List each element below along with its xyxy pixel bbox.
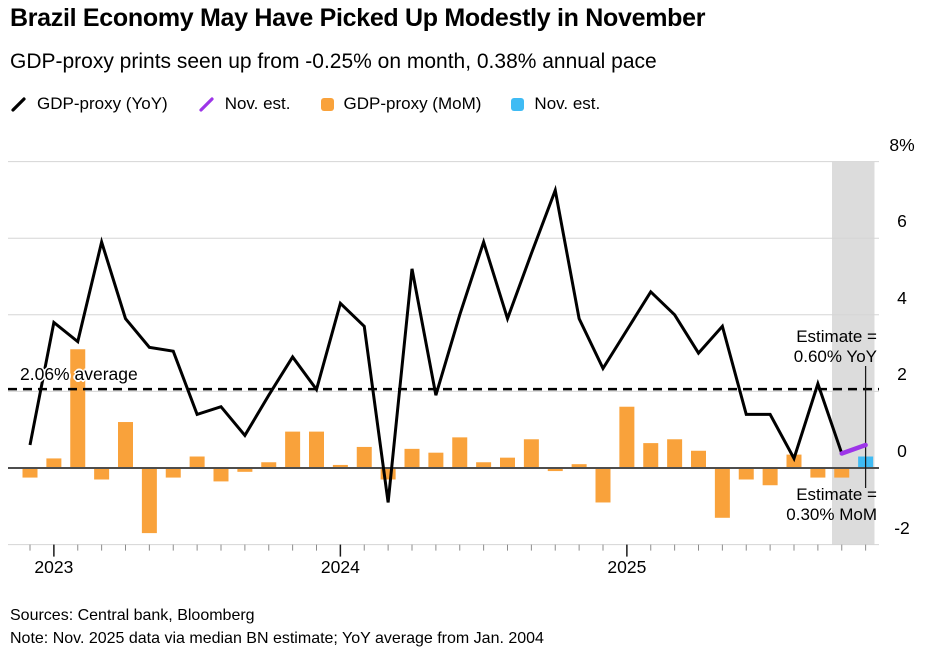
legend-item-nov-est-yoy: Nov. est. (198, 94, 291, 114)
y-axis-label: 4 (897, 287, 907, 308)
page-subtitle: GDP-proxy prints seen up from -0.25% on … (10, 50, 657, 73)
legend-label: Nov. est. (534, 94, 601, 113)
black-slash-icon (11, 96, 26, 112)
yoy-estimate-annotation: Estimate = 0.60% YoY (690, 327, 877, 366)
blue-square-icon (511, 97, 525, 111)
orange-square-icon (320, 97, 334, 111)
x-axis-year-label: 2024 (320, 557, 360, 577)
sources-text: Sources: Central bank, Bloomberg (10, 607, 255, 624)
legend-label: GDP-proxy (MoM) (343, 94, 482, 113)
legend-item-mom: GDP-proxy (MoM) (320, 94, 482, 114)
x-axis-year-label: 2025 (607, 557, 647, 577)
purple-slash-icon (199, 96, 214, 112)
mom-estimate-annotation: Estimate = 0.30% MoM (690, 485, 877, 524)
y-axis-label: 8% (889, 134, 915, 155)
mom-estimate-line1: Estimate = (796, 485, 877, 504)
note-text: Note: Nov. 2025 data via median BN estim… (10, 630, 544, 647)
x-axis-year-label: 2023 (34, 557, 74, 577)
y-axis-label: 0 (897, 441, 907, 461)
legend: GDP-proxy (YoY) Nov. est. GDP-proxy (MoM… (10, 90, 600, 118)
y-axis-label: 6 (897, 211, 907, 232)
legend-label: GDP-proxy (YoY) (37, 94, 168, 113)
legend-item-yoy: GDP-proxy (YoY) (10, 94, 168, 114)
page-title: Brazil Economy May Have Picked Up Modest… (10, 4, 706, 32)
yoy-estimate-line2: 0.60% YoY (793, 346, 877, 366)
mom-estimate-line2: 0.30% MoM (786, 504, 877, 524)
y-axis-label: -2 (894, 517, 910, 538)
y-axis-label: 2 (897, 364, 907, 385)
yoy-estimate-line1: Estimate = (796, 327, 877, 346)
legend-item-nov-est-mom: Nov. est. (511, 94, 600, 114)
average-line-label: 2.06% average (20, 364, 138, 384)
legend-label: Nov. est. (224, 94, 291, 113)
